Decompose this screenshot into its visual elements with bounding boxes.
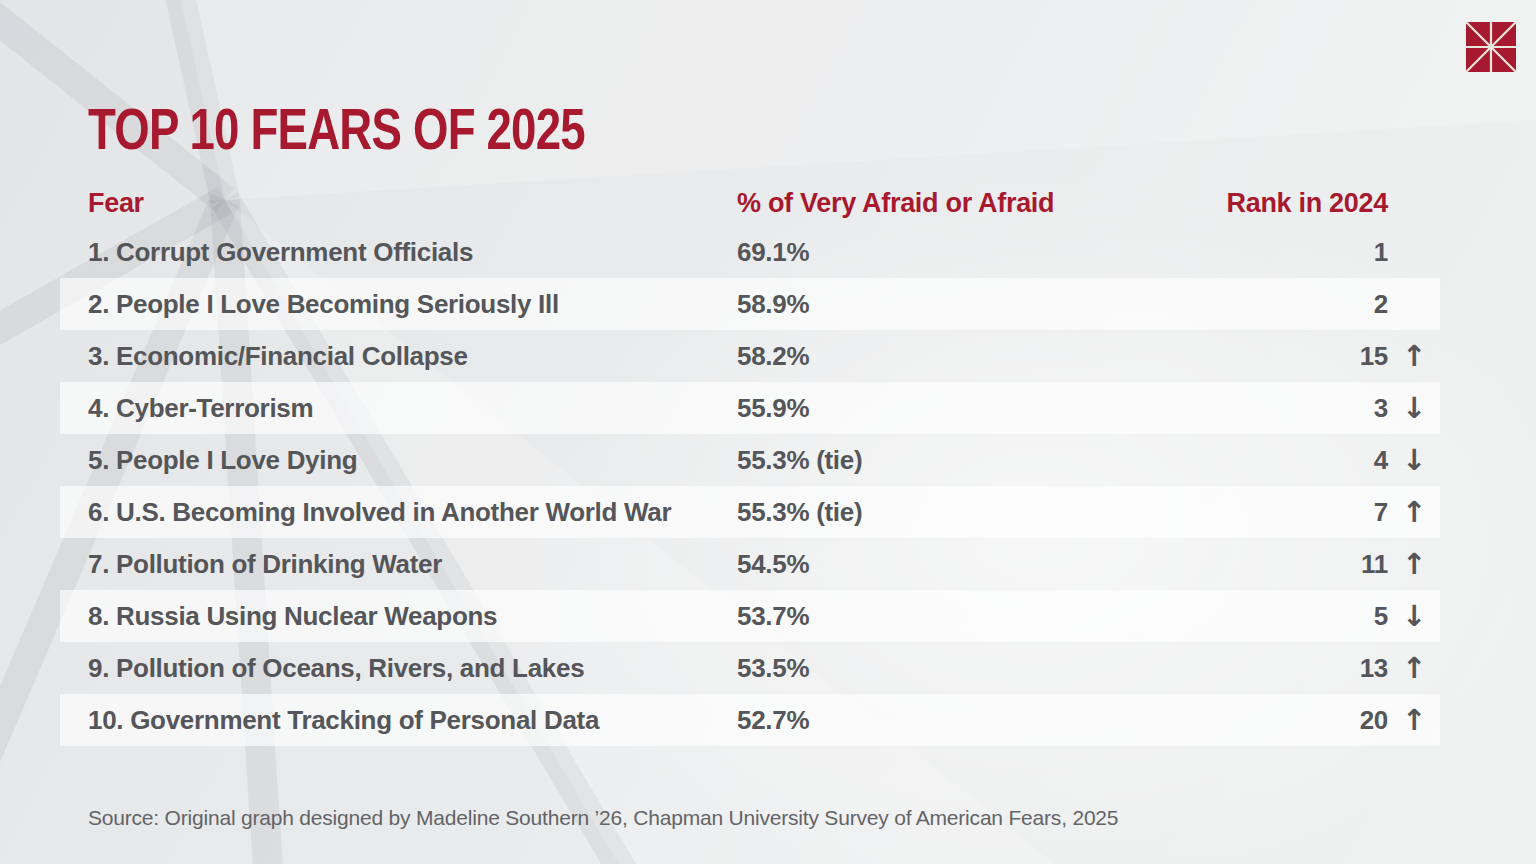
table-body: 1. Corrupt Government Officials 69.1% 1 …: [60, 226, 1440, 746]
rank-2024-value: 1: [1374, 237, 1388, 268]
percent-value: 52.7%: [737, 705, 1188, 736]
rank-2024-value: 7: [1374, 497, 1388, 528]
rank-down-arrow-icon: ↓: [1402, 602, 1426, 631]
page-title: TOP 10 FEARS OF 2025: [88, 96, 585, 162]
percent-value: 55.3% (tie): [737, 497, 1188, 528]
table-row: 8. Russia Using Nuclear Weapons 53.7% 5 …: [60, 590, 1440, 642]
table-row: 7. Pollution of Drinking Water 54.5% 11 …: [60, 538, 1440, 590]
rank-up-arrow-icon: ↑: [1402, 498, 1426, 527]
table-row: 4. Cyber-Terrorism 55.9% 3 ↓: [60, 382, 1440, 434]
percent-value: 53.5%: [737, 653, 1188, 684]
rank-2024-value: 11: [1361, 549, 1388, 580]
rank-2024-value: 3: [1374, 393, 1388, 424]
fear-label: 2. People I Love Becoming Seriously Ill: [88, 289, 737, 320]
chapman-window-logo-icon: [1466, 22, 1516, 72]
fear-label: 5. People I Love Dying: [88, 445, 737, 476]
fears-table: Fear % of Very Afraid or Afraid Rank in …: [60, 180, 1440, 746]
rank-up-arrow-icon: ↑: [1402, 654, 1426, 683]
percent-value: 55.3% (tie): [737, 445, 1188, 476]
table-row: 1. Corrupt Government Officials 69.1% 1: [60, 226, 1440, 278]
percent-value: 69.1%: [737, 237, 1188, 268]
fear-label: 9. Pollution of Oceans, Rivers, and Lake…: [88, 653, 737, 684]
column-header-percent: % of Very Afraid or Afraid: [737, 188, 1188, 219]
rank-2024-value: 20: [1360, 705, 1388, 736]
table-row: 3. Economic/Financial Collapse 58.2% 15 …: [60, 330, 1440, 382]
rank-down-arrow-icon: ↓: [1402, 394, 1426, 423]
rank-2024-value: 5: [1374, 601, 1388, 632]
table-row: 6. U.S. Becoming Involved in Another Wor…: [60, 486, 1440, 538]
rank-up-arrow-icon: ↑: [1402, 342, 1426, 371]
rank-down-arrow-icon: ↓: [1402, 446, 1426, 475]
column-header-rank: Rank in 2024: [1227, 188, 1389, 219]
percent-value: 58.9%: [737, 289, 1188, 320]
fear-label: 7. Pollution of Drinking Water: [88, 549, 737, 580]
fear-label: 3. Economic/Financial Collapse: [88, 341, 737, 372]
rank-2024-value: 15: [1360, 341, 1388, 372]
table-row: 10. Government Tracking of Personal Data…: [60, 694, 1440, 746]
rank-up-arrow-icon: ↑: [1402, 706, 1426, 735]
table-row: 2. People I Love Becoming Seriously Ill …: [60, 278, 1440, 330]
source-note: Source: Original graph designed by Madel…: [88, 806, 1118, 830]
rank-2024-value: 2: [1374, 289, 1388, 320]
rank-2024-value: 13: [1360, 653, 1388, 684]
percent-value: 54.5%: [737, 549, 1188, 580]
table-row: 9. Pollution of Oceans, Rivers, and Lake…: [60, 642, 1440, 694]
infographic-canvas: TOP 10 FEARS OF 2025 Fear % of Very Afra…: [0, 0, 1536, 864]
table-header-row: Fear % of Very Afraid or Afraid Rank in …: [60, 180, 1440, 226]
percent-value: 53.7%: [737, 601, 1188, 632]
fear-label: 8. Russia Using Nuclear Weapons: [88, 601, 737, 632]
column-header-fear: Fear: [88, 188, 737, 219]
percent-value: 58.2%: [737, 341, 1188, 372]
fear-label: 6. U.S. Becoming Involved in Another Wor…: [88, 497, 737, 528]
fear-label: 4. Cyber-Terrorism: [88, 393, 737, 424]
rank-up-arrow-icon: ↑: [1402, 550, 1426, 579]
fear-label: 10. Government Tracking of Personal Data: [88, 705, 737, 736]
table-row: 5. People I Love Dying 55.3% (tie) 4 ↓: [60, 434, 1440, 486]
rank-2024-value: 4: [1374, 445, 1388, 476]
percent-value: 55.9%: [737, 393, 1188, 424]
fear-label: 1. Corrupt Government Officials: [88, 237, 737, 268]
